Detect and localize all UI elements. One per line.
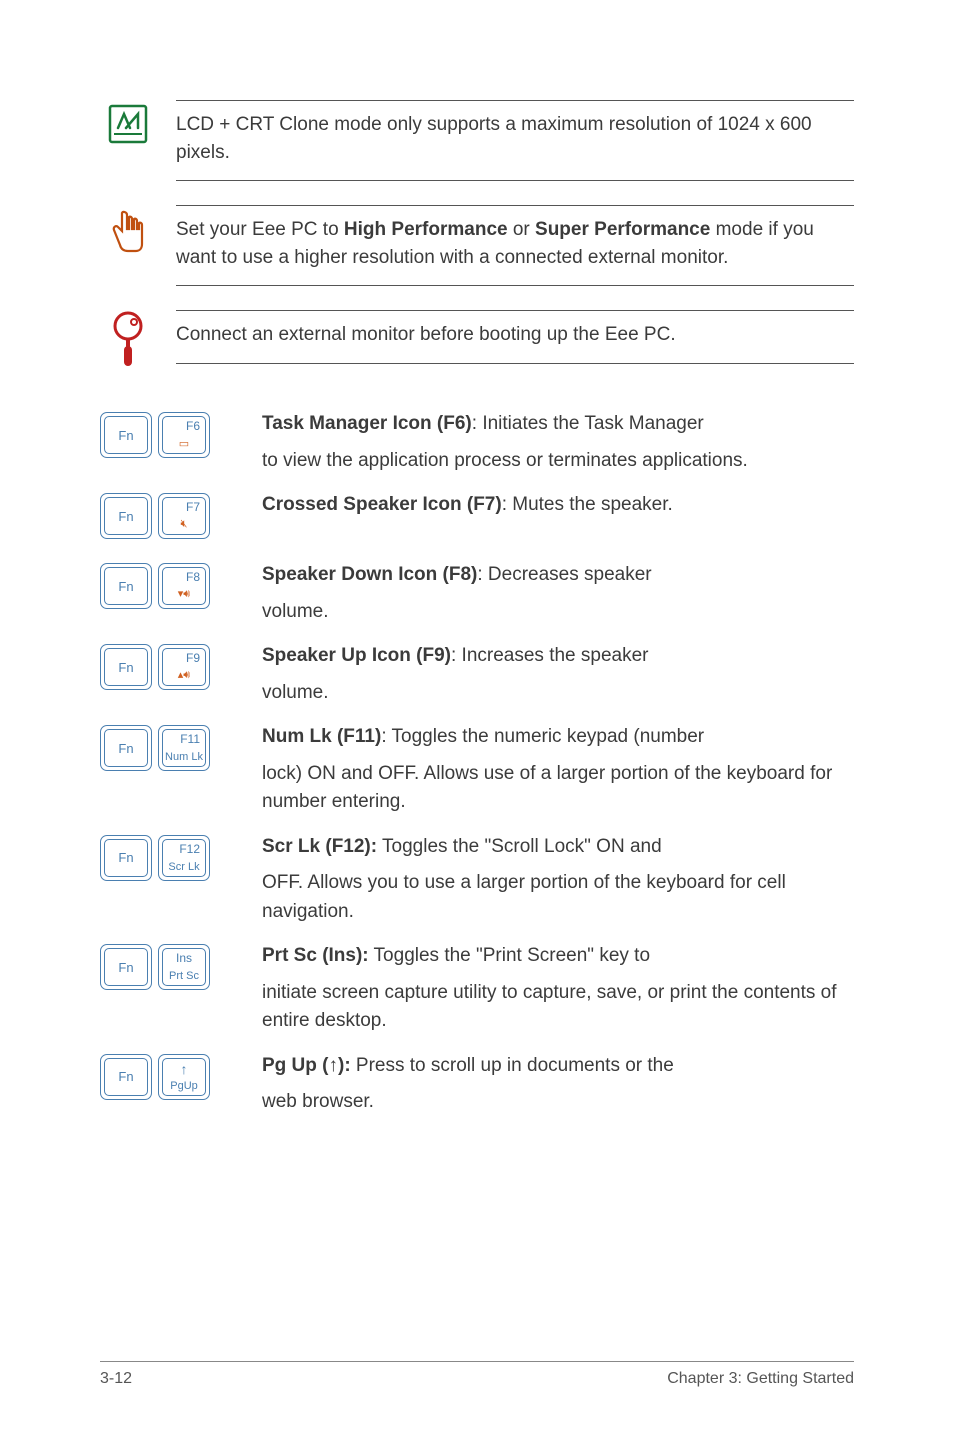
fn-key: Fn xyxy=(100,644,152,690)
fn-key: Fn xyxy=(100,725,152,771)
key-combo: Fn F11Num Lk xyxy=(100,723,228,771)
note-text: Set your Eee PC to High Performance or S… xyxy=(176,205,854,286)
page-number: 3-12 xyxy=(100,1370,132,1388)
ins-key: InsPrt Sc xyxy=(158,944,210,990)
note-text: Connect an external monitor before booti… xyxy=(176,310,854,364)
key-row-f6: Fn F6▭ Task Manager Icon (F6): Initiates… xyxy=(100,410,854,475)
key-row-f12: Fn F12Scr Lk Scr Lk (F12): Toggles the "… xyxy=(100,833,854,927)
key-combo: Fn F12Scr Lk xyxy=(100,833,228,881)
footer: 3-12 Chapter 3: Getting Started xyxy=(100,1361,854,1388)
f6-key: F6▭ xyxy=(158,412,210,458)
f9-key: F9▴🔊︎ xyxy=(158,644,210,690)
key-combo: Fn F8▾🔊︎ xyxy=(100,561,228,609)
key-desc: Speaker Down Icon (F8): Decreases speake… xyxy=(262,561,854,626)
hand-icon xyxy=(100,205,156,257)
key-combo: Fn F7🔇︎ xyxy=(100,491,228,539)
key-desc: Crossed Speaker Icon (F7): Mutes the spe… xyxy=(262,491,854,520)
key-desc: Task Manager Icon (F6): Initiates the Ta… xyxy=(262,410,854,475)
fn-key: Fn xyxy=(100,1054,152,1100)
key-combo: Fn ↑PgUp xyxy=(100,1052,228,1100)
key-desc: Scr Lk (F12): Toggles the "Scroll Lock" … xyxy=(262,833,854,927)
magnifier-icon xyxy=(100,310,156,368)
key-desc: Prt Sc (Ins): Toggles the "Print Screen"… xyxy=(262,942,854,1036)
key-row-pgup: Fn ↑PgUp Pg Up (↑): Press to scroll up i… xyxy=(100,1052,854,1117)
key-combo: Fn InsPrt Sc xyxy=(100,942,228,990)
pgup-key: ↑PgUp xyxy=(158,1054,210,1100)
f7-key: F7🔇︎ xyxy=(158,493,210,539)
key-desc: Pg Up (↑): Press to scroll up in documen… xyxy=(262,1052,854,1117)
key-combo: Fn F9▴🔊︎ xyxy=(100,642,228,690)
fn-key: Fn xyxy=(100,835,152,881)
fn-key: Fn xyxy=(100,563,152,609)
key-row-f7: Fn F7🔇︎ Crossed Speaker Icon (F7): Mutes… xyxy=(100,491,854,539)
fn-key: Fn xyxy=(100,412,152,458)
note-lcd-crt: LCD + CRT Clone mode only supports a max… xyxy=(100,100,854,181)
note-connect-monitor: Connect an external monitor before booti… xyxy=(100,310,854,368)
note-icon xyxy=(100,100,156,148)
f8-key: F8▾🔊︎ xyxy=(158,563,210,609)
f12-key: F12Scr Lk xyxy=(158,835,210,881)
f11-key: F11Num Lk xyxy=(158,725,210,771)
chapter-label: Chapter 3: Getting Started xyxy=(667,1370,854,1388)
note-high-perf: Set your Eee PC to High Performance or S… xyxy=(100,205,854,286)
key-desc: Speaker Up Icon (F9): Increases the spea… xyxy=(262,642,854,707)
fn-key: Fn xyxy=(100,493,152,539)
key-row-f9: Fn F9▴🔊︎ Speaker Up Icon (F9): Increases… xyxy=(100,642,854,707)
fn-key: Fn xyxy=(100,944,152,990)
key-row-f8: Fn F8▾🔊︎ Speaker Down Icon (F8): Decreas… xyxy=(100,561,854,626)
key-desc: Num Lk (F11): Toggles the numeric keypad… xyxy=(262,723,854,817)
note-text: LCD + CRT Clone mode only supports a max… xyxy=(176,100,854,181)
key-combo: Fn F6▭ xyxy=(100,410,228,458)
key-row-ins: Fn InsPrt Sc Prt Sc (Ins): Toggles the "… xyxy=(100,942,854,1036)
key-row-f11: Fn F11Num Lk Num Lk (F11): Toggles the n… xyxy=(100,723,854,817)
